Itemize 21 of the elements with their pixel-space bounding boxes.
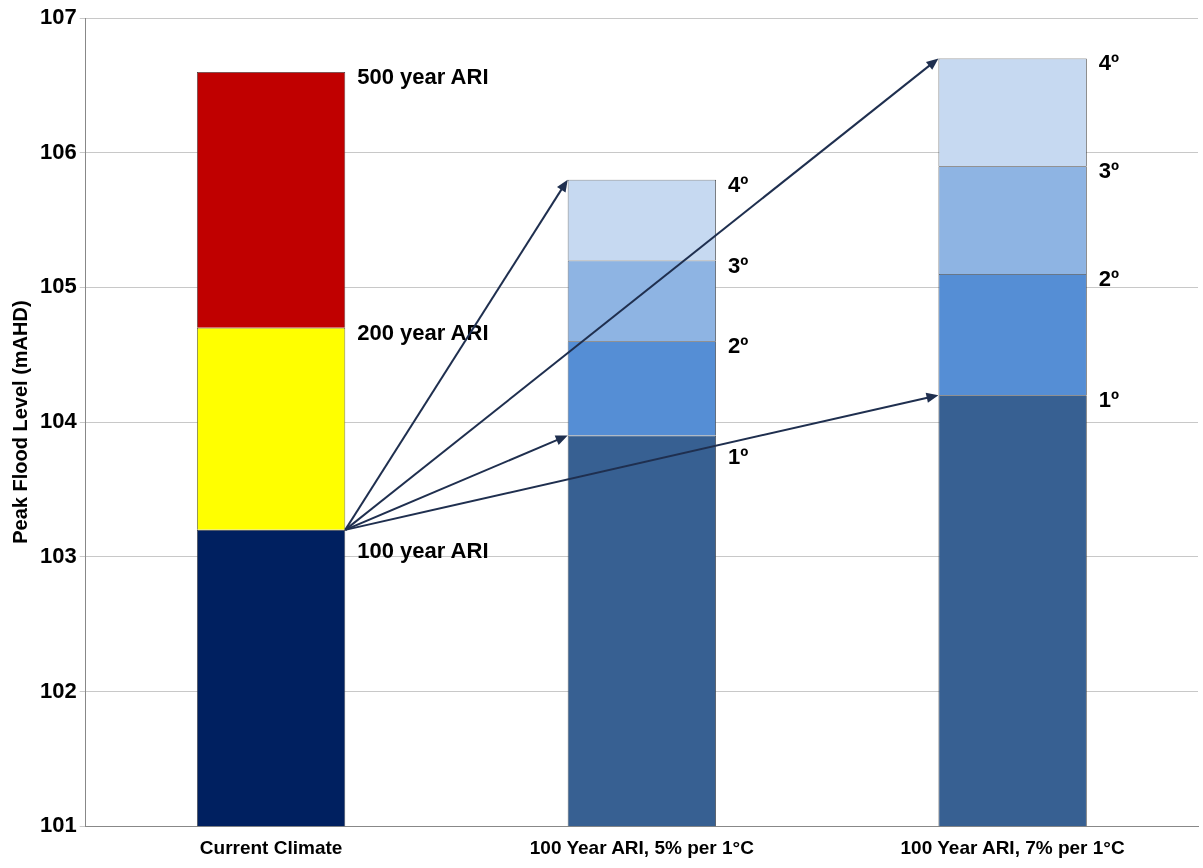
annotation: 500 year ARI — [357, 63, 489, 89]
annotation: 2º — [1098, 265, 1120, 291]
x-tick-label: Current Climate — [199, 836, 343, 858]
annotation: 100 year ARI — [357, 537, 489, 563]
y-axis-title: Peak Flood Level (mAHD) — [8, 300, 31, 544]
annotation: 3º — [728, 252, 749, 278]
y-tick-label: 102 — [39, 677, 77, 703]
x-tick-label: 100 Year ARI, 5% per 1°C — [529, 836, 755, 858]
y-tick-label: 106 — [39, 138, 77, 164]
annotation: 2º — [728, 333, 749, 359]
y-tick-label: 103 — [39, 542, 77, 568]
annotation: 1º — [728, 443, 749, 469]
annotation: 4º — [728, 171, 749, 197]
y-tick-label: 105 — [39, 273, 77, 299]
y-tick-label: 107 — [39, 4, 77, 30]
y-tick-label: 104 — [39, 408, 78, 434]
x-tick-label: 100 Year ARI, 7% per 1°C — [900, 836, 1125, 858]
y-tick-label: 101 — [39, 812, 77, 838]
annotation: 1º — [1098, 387, 1120, 413]
annotation: 3º — [1098, 158, 1120, 184]
annotation: 4º — [1098, 50, 1120, 76]
